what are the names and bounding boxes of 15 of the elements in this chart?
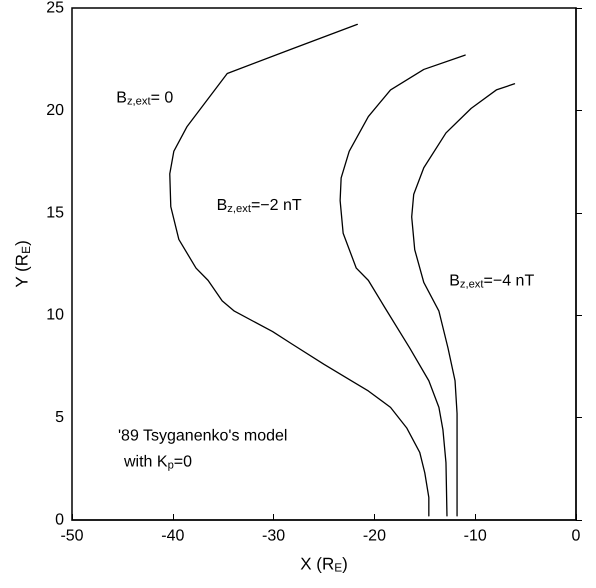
x-tick-label: -30 bbox=[262, 528, 286, 544]
y-tick-label: 10 bbox=[46, 306, 64, 324]
annotation: '89 Tsyganenko's model bbox=[118, 428, 288, 444]
x-tick-label: 0 bbox=[572, 528, 581, 544]
x-tick-label: -40 bbox=[161, 528, 184, 544]
y-tick-label: 20 bbox=[46, 102, 64, 119]
x-tick-label: -50 bbox=[60, 528, 84, 544]
x-tick-label: -20 bbox=[362, 528, 386, 544]
y-tick-label: 15 bbox=[46, 204, 64, 222]
y-axis-title: Y (RE) bbox=[12, 240, 33, 288]
line-series bbox=[411, 83, 516, 517]
y-tick-label: 5 bbox=[55, 409, 64, 426]
y-tick-label: 25 bbox=[46, 0, 64, 16]
x-tick-label: -10 bbox=[464, 528, 487, 544]
y-tick-label: 0 bbox=[55, 512, 64, 528]
